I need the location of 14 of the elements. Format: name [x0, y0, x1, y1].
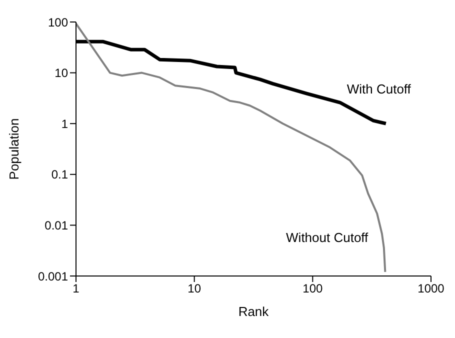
y-tick-label: 0.001: [38, 269, 68, 284]
y-tick-label: 0.1: [51, 168, 68, 182]
series-label: Without Cutoff: [286, 230, 369, 245]
series-label: With Cutoff: [346, 82, 412, 97]
x-tick-label: 1000: [418, 282, 445, 296]
x-tick-label: 100: [302, 282, 323, 296]
y-tick-label: 10: [54, 66, 68, 80]
y-tick-label: 100: [48, 15, 68, 30]
x-tick-label: 1: [72, 282, 80, 296]
y-axis-title: Population: [6, 118, 22, 180]
x-tick-label: 10: [188, 282, 202, 296]
y-tick-label: 0.01: [44, 218, 68, 232]
y-tick-label: 1: [61, 116, 68, 131]
x-axis-title: Rank: [238, 304, 270, 319]
